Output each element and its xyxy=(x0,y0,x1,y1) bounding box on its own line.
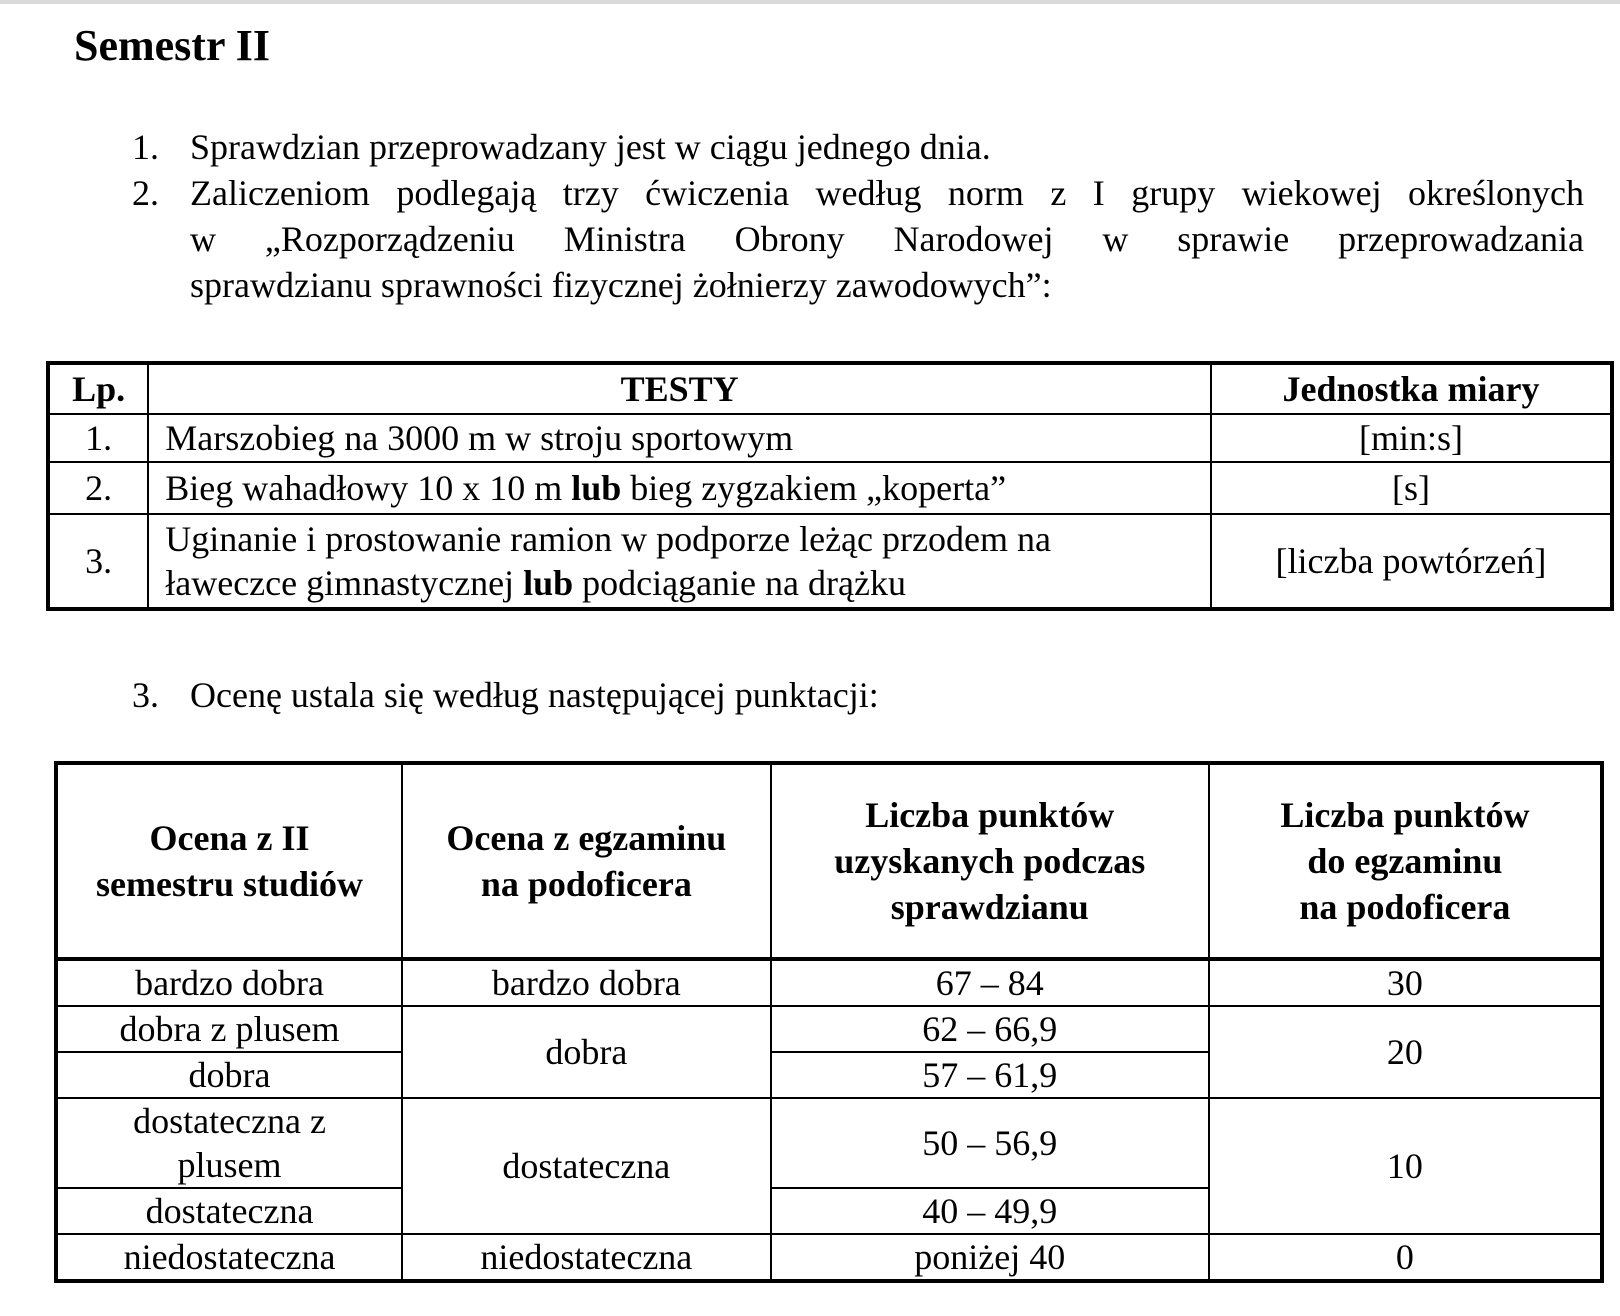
table-row: bardzo dobra bardzo dobra 67 – 84 30 xyxy=(54,958,1604,1007)
list-text-line: w „Rozporządzeniu Ministra Obrony Narodo… xyxy=(190,219,1584,259)
header-unit: Jednostka miary xyxy=(1209,362,1614,415)
header-exam-points: Liczba punktów do egzaminu na podoficera xyxy=(1207,762,1604,961)
scoring-table: Ocena z II semestru studiów Ocena z egza… xyxy=(54,761,1604,1283)
test-text-line: Uginanie i prostowanie ramion w podporze… xyxy=(165,519,1051,559)
table-row: 3. Uginanie i prostowanie ramion w podpo… xyxy=(46,513,1614,610)
test-or-bold: lub xyxy=(571,468,622,508)
test-text: podciąganie na drążku xyxy=(573,563,906,603)
top-border xyxy=(0,0,1620,4)
unit-cell: [liczba powtórzeń] xyxy=(1209,513,1614,610)
exam-grade-cell: dostateczna xyxy=(401,1097,772,1235)
list-item-1: 1. Sprawdzian przeprowadzany jest w ciąg… xyxy=(132,124,1582,170)
table-row: 1. Marszobieg na 3000 m w stroju sportow… xyxy=(46,413,1614,463)
list-number: 3. xyxy=(132,675,159,715)
exam-points-cell: 10 xyxy=(1207,1097,1604,1235)
semester-grade-cell: dostateczna z plusem xyxy=(54,1097,404,1189)
list-text: Zaliczeniom podlegają trzy ćwiczenia wed… xyxy=(190,170,1584,308)
semester-grade-cell: dostateczna xyxy=(54,1187,404,1235)
exam-points-cell: 0 xyxy=(1207,1233,1604,1282)
list-number: 1. xyxy=(132,127,159,167)
row-number: 3. xyxy=(46,513,150,610)
header-line: Liczba punktów xyxy=(1280,795,1530,835)
semester-grade-cell: bardzo dobra xyxy=(54,958,404,1007)
points-range-cell: 67 – 84 xyxy=(769,958,1210,1007)
list-number: 2. xyxy=(132,173,159,213)
list-text-line: sprawdzianu sprawności fizycznej żołnier… xyxy=(190,265,1052,305)
exam-points-cell: 30 xyxy=(1207,958,1604,1007)
points-range-cell: 62 – 66,9 xyxy=(769,1005,1210,1053)
table-header-row: Ocena z II semestru studiów Ocena z egza… xyxy=(54,762,1604,961)
list-item-3: 3. Ocenę ustala się według następującej … xyxy=(132,672,1582,718)
test-name: Bieg wahadłowy 10 x 10 m lub bieg zygzak… xyxy=(147,461,1212,515)
list-text: Sprawdzian przeprowadzany jest w ciągu j… xyxy=(190,127,991,167)
table-row: dostateczna 40 – 49,9 xyxy=(54,1187,1602,1235)
header-semester-grade: Ocena z II semestru studiów xyxy=(54,762,404,961)
table-row: dobra 57 – 61,9 xyxy=(54,1051,1602,1099)
cell-line: dostateczna z xyxy=(133,1101,326,1141)
table-row: dobra z plusem dobra 62 – 66,9 20 xyxy=(54,1005,1604,1099)
header-lp: Lp. xyxy=(46,362,150,415)
points-range-cell: 50 – 56,9 xyxy=(769,1097,1210,1189)
semester-grade-cell: niedostateczna xyxy=(54,1233,404,1282)
points-range-cell: 40 – 49,9 xyxy=(769,1187,1210,1235)
tests-table: Lp. TESTY Jednostka miary 1. Marszobieg … xyxy=(46,361,1614,611)
row-number: 1. xyxy=(46,413,150,463)
test-name: Uginanie i prostowanie ramion w podporze… xyxy=(147,513,1212,610)
header-line: Ocena z II xyxy=(149,818,310,858)
header-line: do egzaminu xyxy=(1307,841,1503,881)
header-tests: TESTY xyxy=(147,362,1212,415)
test-text-line: ławeczce gimnastycznej lub podciąganie n… xyxy=(165,561,1209,605)
table-row: dostateczna z plusem dostateczna 50 – 56… xyxy=(54,1097,1604,1235)
list-item-2: 2. Zaliczeniom podlegają trzy ćwiczenia … xyxy=(132,170,1584,310)
test-text: Bieg wahadłowy 10 x 10 m xyxy=(165,468,572,508)
page-title: Semestr II xyxy=(74,21,270,70)
list-text: Ocenę ustala się według następującej pun… xyxy=(190,675,879,715)
points-range-cell: poniżej 40 xyxy=(769,1233,1210,1282)
test-text: bieg zygzakiem „koperta” xyxy=(621,468,1007,508)
list-text-line: Zaliczeniom podlegają trzy ćwiczenia wed… xyxy=(190,173,1584,213)
semester-grade-cell: dobra xyxy=(54,1051,404,1099)
header-exam-grade: Ocena z egzaminu na podoficera xyxy=(401,762,772,961)
test-name: Marszobieg na 3000 m w stroju sportowym xyxy=(147,413,1212,463)
header-line: sprawdzianu xyxy=(890,887,1089,927)
points-range-cell: 57 – 61,9 xyxy=(769,1051,1210,1099)
table-header-row: Lp. TESTY Jednostka miary xyxy=(46,362,1614,415)
unit-cell: [min:s] xyxy=(1209,413,1614,463)
unit-cell: [s] xyxy=(1209,461,1614,515)
semester-grade-cell: dobra z plusem xyxy=(54,1005,404,1053)
table-row: niedostateczna niedostateczna poniżej 40… xyxy=(54,1233,1604,1282)
test-or-bold: lub xyxy=(523,563,574,603)
header-line: na podoficera xyxy=(480,864,692,904)
table-row: 2. Bieg wahadłowy 10 x 10 m lub bieg zyg… xyxy=(46,461,1614,515)
exam-grade-cell: niedostateczna xyxy=(401,1233,772,1282)
header-line: uzyskanych podczas xyxy=(834,841,1146,881)
header-line: semestru studiów xyxy=(96,864,364,904)
header-line: Ocena z egzaminu xyxy=(446,818,727,858)
exam-points-cell: 20 xyxy=(1207,1005,1604,1099)
test-text: ławeczce gimnastycznej xyxy=(165,563,524,603)
header-points-earned: Liczba punktów uzyskanych podczas sprawd… xyxy=(769,762,1210,961)
header-line: Liczba punktów xyxy=(865,795,1115,835)
row-number: 2. xyxy=(46,461,150,515)
cell-line: plusem xyxy=(177,1145,282,1185)
exam-grade-cell: bardzo dobra xyxy=(401,958,772,1007)
header-line: na podoficera xyxy=(1299,887,1511,927)
exam-grade-cell: dobra xyxy=(401,1005,772,1099)
